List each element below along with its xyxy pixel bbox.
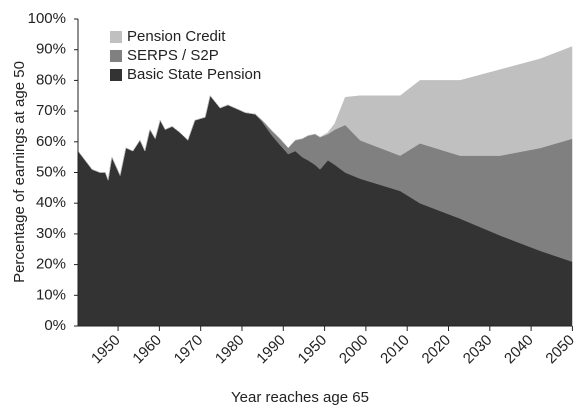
y-tick-label: 20% (36, 256, 66, 273)
legend-swatch (110, 69, 122, 81)
x-tick-label: 2020 (419, 332, 455, 368)
legend-label: SERPS / S2P (127, 47, 219, 64)
legend-label: Pension Credit (127, 28, 226, 45)
x-tick-label: 2050 (542, 332, 578, 368)
y-tick-label: 80% (36, 71, 66, 88)
x-tick-label: 1950 (295, 332, 331, 368)
area (77, 46, 573, 182)
y-tick-label: 90% (36, 41, 66, 58)
x-axis-title: Year reaches age 65 (231, 389, 369, 406)
x-tick-label: 1960 (129, 332, 165, 368)
legend-swatch (110, 31, 122, 43)
y-axis-title: Percentage of earnings at age 50 (11, 61, 28, 283)
x-tick-label: 1950 (88, 332, 124, 368)
x-tick-label: 2040 (501, 332, 537, 368)
x-tick-label: 1990 (253, 332, 289, 368)
y-tick-label: 50% (36, 163, 66, 180)
x-tick-label: 2000 (336, 332, 372, 368)
legend-swatch (110, 50, 122, 62)
x-tick-label: 1980 (212, 332, 248, 368)
y-tick-label: 60% (36, 133, 66, 150)
y-tick-label: 10% (36, 286, 66, 303)
y-tick-label: 30% (36, 225, 66, 242)
y-tick-label: 100% (28, 10, 66, 27)
x-tick-label: 2010 (377, 332, 413, 368)
y-tick-label: 70% (36, 102, 66, 119)
legend-label: Basic State Pension (127, 66, 261, 83)
x-tick-label: 1970 (171, 332, 207, 368)
y-tick-label: 40% (36, 194, 66, 211)
y-tick-label: 0% (44, 317, 66, 334)
x-tick-label: 2030 (460, 332, 496, 368)
